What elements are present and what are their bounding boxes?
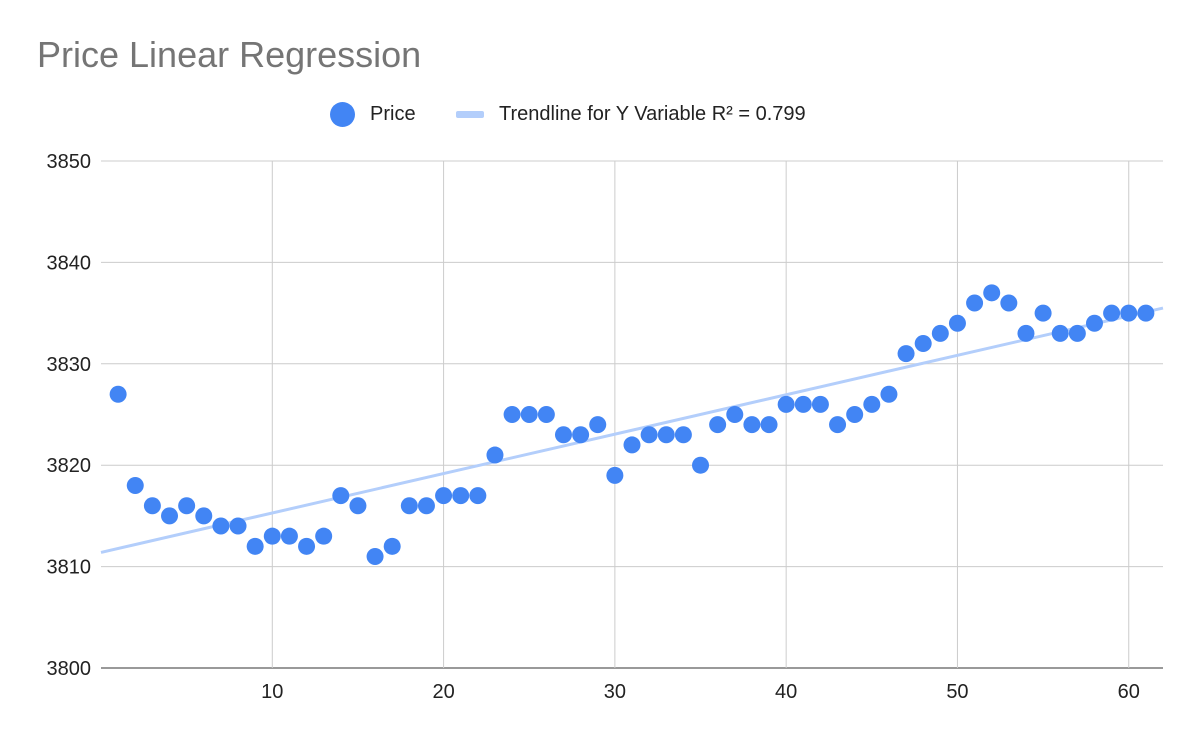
data-point [417, 497, 435, 515]
data-point [161, 507, 179, 525]
data-point [606, 466, 624, 484]
data-point [1000, 294, 1018, 312]
data-point [931, 324, 949, 342]
data-point [503, 406, 521, 423]
legend-item-price[interactable]: Price [330, 98, 416, 130]
data-point [657, 426, 675, 444]
data-point [212, 517, 230, 535]
data-point [829, 416, 847, 434]
data-point [572, 426, 590, 444]
data-point [1068, 324, 1086, 342]
x-tick-label: 10 [261, 681, 283, 703]
data-point [520, 406, 538, 423]
data-point [1017, 324, 1035, 342]
data-point [263, 527, 281, 545]
y-tick-label: 3840 [47, 252, 92, 274]
x-tick-label: 30 [604, 681, 626, 703]
legend-item-trendline[interactable]: Trendline for Y Variable R² = 0.799 [456, 98, 806, 130]
data-point [811, 395, 829, 413]
data-point [366, 547, 384, 565]
data-point [880, 385, 898, 403]
data-point [1034, 304, 1052, 322]
x-tick-label: 60 [1118, 681, 1140, 703]
data-point [1137, 304, 1155, 322]
data-point [178, 497, 196, 515]
data-point [709, 416, 727, 434]
legend: Price Trendline for Y Variable R² = 0.79… [0, 98, 1200, 130]
data-point [692, 456, 710, 474]
legend-marker-trendline [456, 110, 484, 118]
x-tick-label: 40 [775, 681, 797, 703]
x-tick-label: 50 [946, 681, 968, 703]
y-tick-label: 3850 [47, 151, 92, 173]
data-point [1085, 314, 1103, 332]
data-point [1051, 324, 1069, 342]
data-point [846, 406, 864, 423]
data-point [126, 476, 144, 494]
data-point [195, 507, 213, 525]
data-point [452, 487, 470, 505]
data-point [229, 517, 247, 535]
data-point [966, 294, 984, 312]
y-tick-label: 3800 [47, 658, 92, 680]
data-point [280, 527, 298, 545]
data-point [914, 335, 932, 353]
data-point [674, 426, 692, 444]
data-point [726, 406, 744, 423]
x-tick-label: 20 [432, 681, 454, 703]
data-point [383, 537, 401, 555]
data-point [486, 446, 504, 464]
data-point [983, 284, 1001, 302]
data-point [143, 497, 161, 515]
data-point [640, 426, 658, 444]
data-point [435, 487, 453, 505]
data-point [315, 527, 333, 545]
chart-title: Price Linear Regression [37, 34, 422, 75]
data-point [349, 497, 367, 515]
data-point [554, 426, 572, 444]
y-tick-label: 3820 [47, 455, 92, 477]
data-point [897, 345, 915, 363]
y-tick-label: 3830 [47, 354, 92, 376]
trendline [100, 306, 1164, 554]
data-point [246, 537, 264, 555]
data-point [537, 406, 555, 423]
data-point [623, 436, 641, 454]
data-point [1120, 304, 1138, 322]
data-point [948, 314, 966, 332]
legend-label-trendline: Trendline for Y Variable R² = 0.799 [499, 102, 806, 125]
data-point [589, 416, 607, 434]
data-point [400, 497, 418, 515]
data-point [1103, 304, 1121, 322]
data-point [794, 395, 812, 413]
data-point [332, 487, 350, 505]
data-point [760, 416, 778, 434]
data-point [743, 416, 761, 434]
data-point [863, 395, 881, 413]
legend-label-price: Price [370, 102, 416, 125]
data-point [109, 385, 127, 403]
y-tick-label: 3810 [47, 557, 92, 579]
data-point [469, 487, 487, 505]
data-point [777, 395, 795, 413]
data-point [298, 537, 316, 555]
legend-marker-price [330, 101, 355, 127]
